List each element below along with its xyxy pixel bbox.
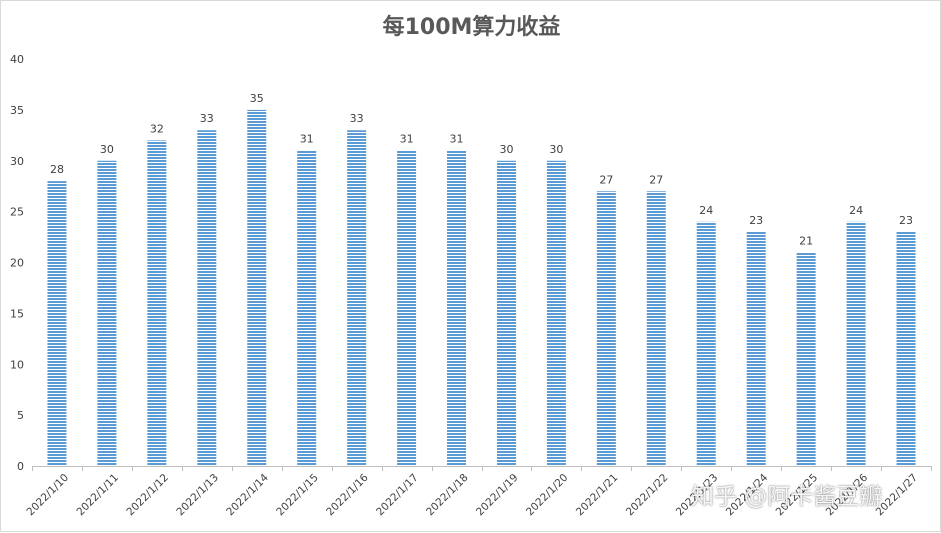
- bar: [247, 109, 267, 466]
- data-label: 32: [150, 122, 164, 135]
- y-tick-label: 25: [10, 206, 24, 219]
- bar: [646, 191, 666, 466]
- bar: [447, 150, 467, 466]
- bar: [696, 221, 716, 466]
- bar: [47, 181, 67, 466]
- x-tick-label: 2022/1/22: [624, 472, 671, 519]
- y-tick-label: 5: [17, 409, 24, 422]
- x-tick-label: 2022/1/20: [524, 472, 571, 519]
- data-label: 27: [649, 173, 663, 186]
- data-label: 24: [849, 204, 863, 217]
- bar: [546, 160, 566, 466]
- data-label: 23: [749, 214, 763, 227]
- x-tick-label: 2022/1/19: [474, 472, 521, 519]
- y-tick-label: 0: [17, 460, 24, 473]
- x-tick-label: 2022/1/17: [374, 472, 421, 519]
- x-tick-label: 2022/1/12: [124, 472, 171, 519]
- bar: [347, 130, 367, 466]
- data-label: 27: [599, 173, 613, 186]
- data-label: 31: [300, 133, 314, 146]
- chart-title: 每100M算力收益: [382, 15, 561, 40]
- data-label: 23: [899, 214, 913, 227]
- data-label: 30: [100, 143, 114, 156]
- bar: [846, 221, 866, 466]
- y-tick-label: 15: [10, 307, 24, 320]
- bar: [397, 150, 417, 466]
- x-tick-label: 2022/1/10: [25, 472, 72, 519]
- data-label: 31: [450, 133, 464, 146]
- x-tick-label: 2022/1/11: [74, 472, 121, 519]
- x-tick-label: 2022/1/15: [274, 472, 321, 519]
- bar: [896, 231, 916, 466]
- bar: [496, 160, 516, 466]
- y-tick-label: 30: [10, 155, 24, 168]
- data-label: 30: [499, 143, 513, 156]
- bar: [746, 231, 766, 466]
- data-label: 30: [549, 143, 563, 156]
- data-label: 35: [250, 92, 264, 105]
- x-tick-label: 2022/1/14: [224, 471, 271, 518]
- y-tick-label: 10: [10, 358, 24, 371]
- y-tick-label: 20: [10, 257, 24, 270]
- x-tick-label: 2022/1/16: [324, 471, 371, 518]
- y-axis: 0 5 10 15 20 25 30 35 40: [10, 53, 24, 473]
- watermark: 知乎 @阿卡酱豆瓣: [691, 484, 883, 510]
- data-label: 28: [50, 163, 64, 176]
- bar: [197, 130, 217, 466]
- data-label: 24: [699, 204, 713, 217]
- bar: [796, 252, 816, 466]
- y-tick-label: 40: [10, 53, 24, 66]
- bar: [297, 150, 317, 466]
- bars: 28 30 32 33 35 31 33 31 31 30 30 27 27 24 23 21 24 23: [47, 92, 916, 466]
- data-label: 33: [200, 112, 214, 125]
- x-tick-label: 2022/1/18: [424, 472, 471, 519]
- data-label: 31: [400, 133, 414, 146]
- bar: [97, 160, 117, 466]
- bar: [596, 191, 616, 466]
- bar: [147, 140, 167, 466]
- x-tick-label: 2022/1/21: [574, 472, 621, 519]
- data-label: 21: [799, 234, 813, 247]
- x-tick-label: 2022/1/13: [174, 472, 221, 519]
- data-label: 33: [350, 112, 364, 125]
- y-tick-label: 35: [10, 104, 24, 117]
